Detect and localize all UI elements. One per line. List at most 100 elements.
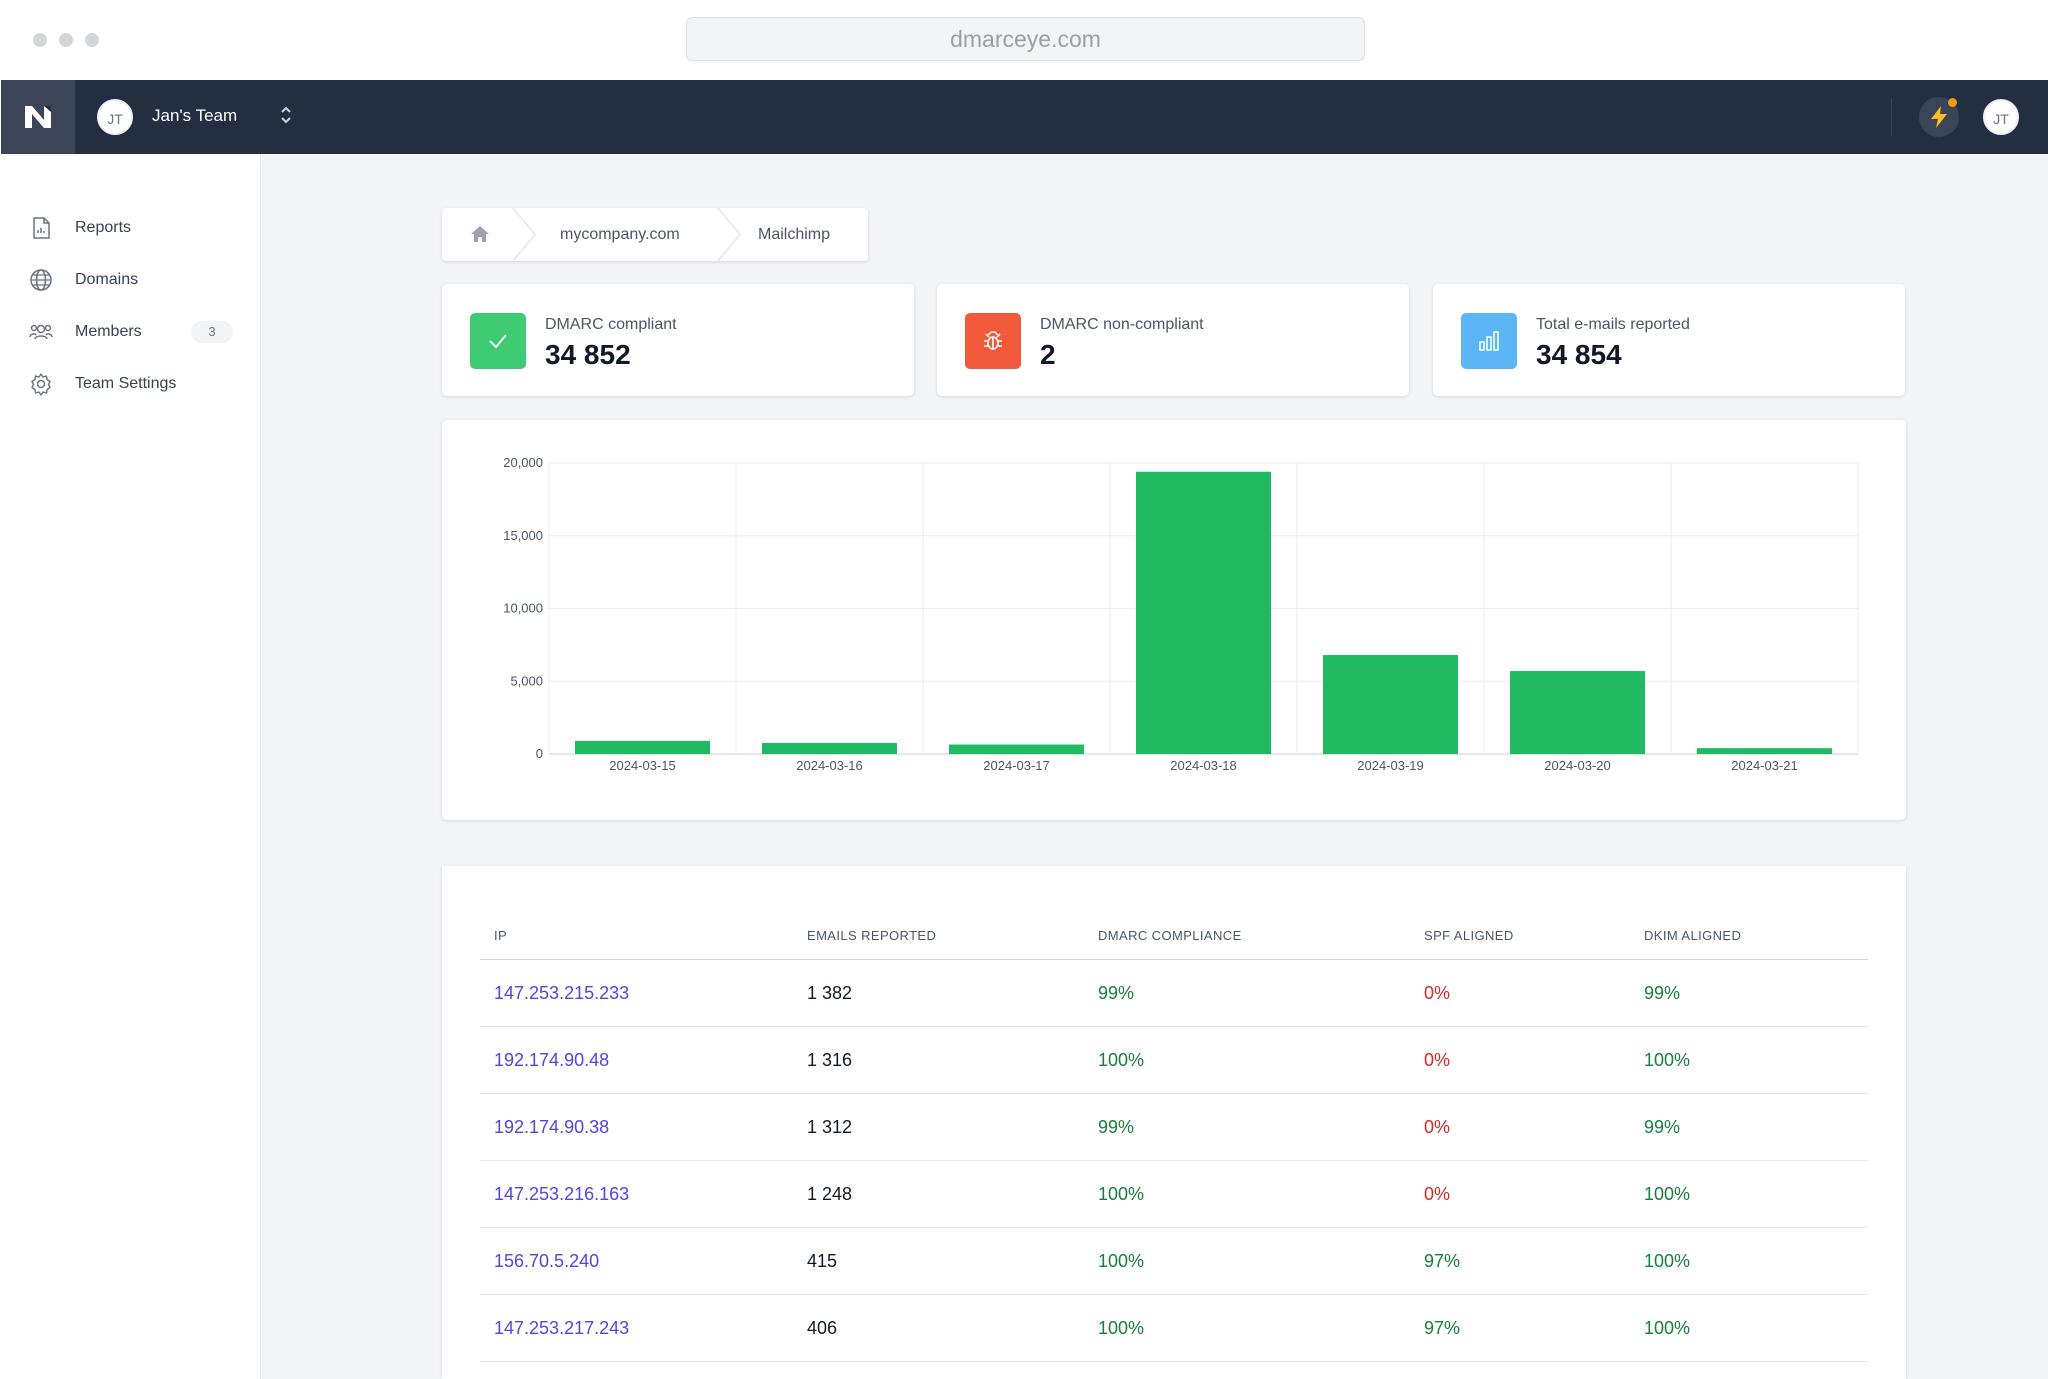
table-row: 147.253.215.233 1 382 99% 0% 99% [480, 960, 1868, 1027]
stat-label: DMARC compliant [545, 316, 677, 333]
x-tick-label: 2024-03-17 [983, 758, 1050, 773]
column-header-spf-aligned[interactable]: SPF ALIGNED [1424, 928, 1514, 943]
stat-value: 34 854 [1536, 339, 1622, 370]
ip-link[interactable]: 192.174.90.38 [494, 1117, 610, 1137]
sidebar-item-label: Members [75, 323, 142, 340]
bar[interactable] [1510, 671, 1645, 754]
bar[interactable] [1697, 748, 1832, 754]
stat-card-total: Total e-mails reported 34 854 [1433, 284, 1905, 396]
browser-chrome: dmarceye.com [0, 0, 2048, 80]
sidebar: Reports Domains Members 3 Team Settings [1, 154, 261, 1379]
minimize-window-dot[interactable] [59, 33, 73, 47]
bar[interactable] [1136, 471, 1271, 754]
spf-aligned-cell: 0% [1424, 1117, 1451, 1137]
emails-bar-chart: 0 5,000 10,000 15,000 20,000 2024-03-15 2024-0… [442, 420, 1906, 820]
members-count-badge: 3 [191, 321, 233, 343]
y-tick-label: 20,000 [503, 455, 543, 470]
y-tick-label: 15,000 [503, 528, 543, 543]
team-switcher-chevron-icon[interactable] [279, 104, 293, 128]
dkim-aligned-cell: 99% [1644, 1117, 1681, 1137]
ip-link[interactable]: 147.253.216.163 [494, 1184, 630, 1204]
dkim-aligned-cell: 100% [1644, 1251, 1691, 1271]
sidebar-item-reports[interactable]: Reports [29, 210, 239, 246]
document-icon [33, 217, 50, 239]
stat-value: 2 [1040, 339, 1056, 370]
bug-icon [965, 313, 1021, 369]
ip-link[interactable]: 192.174.90.48 [494, 1050, 610, 1070]
users-icon [29, 324, 53, 340]
dmarc-compliance-cell: 100% [1098, 1050, 1145, 1070]
y-tick-label: 0 [536, 746, 543, 761]
ip-link[interactable]: 147.253.215.233 [494, 983, 630, 1003]
spf-aligned-cell: 97% [1424, 1251, 1461, 1271]
team-avatar: JT [97, 99, 133, 135]
dkim-aligned-cell: 100% [1644, 1050, 1691, 1070]
table-row: 147.253.216.163 1 248 100% 0% 100% [480, 1161, 1868, 1228]
app-logo[interactable] [1, 80, 75, 154]
x-tick-label: 2024-03-18 [1170, 758, 1237, 773]
ip-link[interactable]: 156.70.5.240 [494, 1251, 600, 1271]
emails-reported-cell: 1 312 [807, 1117, 853, 1137]
sidebar-item-domains[interactable]: Domains [29, 262, 239, 298]
table-row: 156.70.5.240 415 100% 97% 100% [480, 1228, 1868, 1295]
user-avatar[interactable]: JT [1983, 99, 2019, 135]
spf-aligned-cell: 0% [1424, 983, 1451, 1003]
spf-aligned-cell: 0% [1424, 1050, 1451, 1070]
dmarc-compliance-cell: 100% [1098, 1251, 1145, 1271]
close-window-dot[interactable] [33, 33, 47, 47]
breadcrumb-separator [512, 208, 536, 261]
table-row: 192.174.90.48 1 316 100% 0% 100% [480, 1027, 1868, 1094]
sidebar-item-team-settings[interactable]: Team Settings [29, 366, 239, 402]
dmarc-compliance-cell: 100% [1098, 1184, 1145, 1204]
sidebar-item-members[interactable]: Members 3 [29, 314, 239, 350]
column-header-dmarc-compliance[interactable]: DMARC COMPLIANCE [1098, 928, 1242, 943]
stat-card-non-compliant: DMARC non-compliant 2 [937, 284, 1409, 396]
globe-icon [30, 269, 52, 291]
emails-reported-cell: 1 248 [807, 1184, 853, 1204]
column-header-dkim-aligned[interactable]: DKIM ALIGNED [1644, 928, 1742, 943]
ip-link[interactable]: 147.253.217.243 [494, 1318, 630, 1338]
emails-reported-cell: 1 382 [807, 983, 853, 1003]
divider [1891, 98, 1892, 136]
bar[interactable] [1323, 655, 1458, 754]
team-name[interactable]: Jan's Team [152, 106, 238, 125]
lightning-icon [1931, 106, 1947, 128]
stat-value: 34 852 [545, 339, 631, 370]
stat-card-compliant: DMARC compliant 34 852 [442, 284, 914, 396]
dmarc-compliance-cell: 100% [1098, 1318, 1145, 1338]
breadcrumb: mycompany.com Mailchimp [442, 208, 868, 261]
bar[interactable] [949, 744, 1084, 754]
bar[interactable] [762, 742, 897, 754]
bar-chart-icon [1461, 313, 1517, 369]
gear-icon [31, 373, 51, 396]
sidebar-item-label: Domains [75, 271, 139, 288]
x-tick-label: 2024-03-21 [1731, 758, 1798, 773]
x-tick-label: 2024-03-15 [609, 758, 676, 773]
bar-chart-svg: 0 5,000 10,000 15,000 20,000 2024-03-15 2024-0… [503, 455, 1859, 773]
emails-reported-cell: 1 316 [807, 1050, 853, 1070]
x-tick-label: 2024-03-16 [796, 758, 863, 773]
dkim-aligned-cell: 100% [1644, 1184, 1691, 1204]
home-icon [471, 226, 489, 242]
spf-aligned-cell: 97% [1424, 1318, 1461, 1338]
emails-reported-cell: 415 [807, 1251, 838, 1271]
dkim-aligned-cell: 99% [1644, 983, 1681, 1003]
sidebar-item-label: Reports [75, 219, 132, 236]
x-tick-label: 2024-03-20 [1544, 758, 1611, 773]
bar[interactable] [575, 740, 710, 754]
column-header-emails-reported[interactable]: EMAILS REPORTED [807, 928, 937, 943]
check-icon [470, 313, 526, 369]
dmarc-compliance-cell: 99% [1098, 983, 1135, 1003]
top-navigation-bar: JT Jan's Team JT [1, 80, 2048, 154]
y-tick-label: 5,000 [510, 673, 543, 688]
maximize-window-dot[interactable] [85, 33, 99, 47]
breadcrumb-item-domain[interactable]: mycompany.com [560, 226, 680, 243]
column-header-ip[interactable]: IP [494, 928, 508, 943]
y-tick-label: 10,000 [503, 601, 543, 616]
url-bar[interactable]: dmarceye.com [686, 17, 1365, 61]
x-tick-label: 2024-03-19 [1357, 758, 1424, 773]
dkim-aligned-cell: 100% [1644, 1318, 1691, 1338]
stat-label: Total e-mails reported [1536, 316, 1690, 333]
breadcrumb-home[interactable] [470, 224, 490, 246]
breadcrumb-item-source[interactable]: Mailchimp [758, 226, 831, 243]
